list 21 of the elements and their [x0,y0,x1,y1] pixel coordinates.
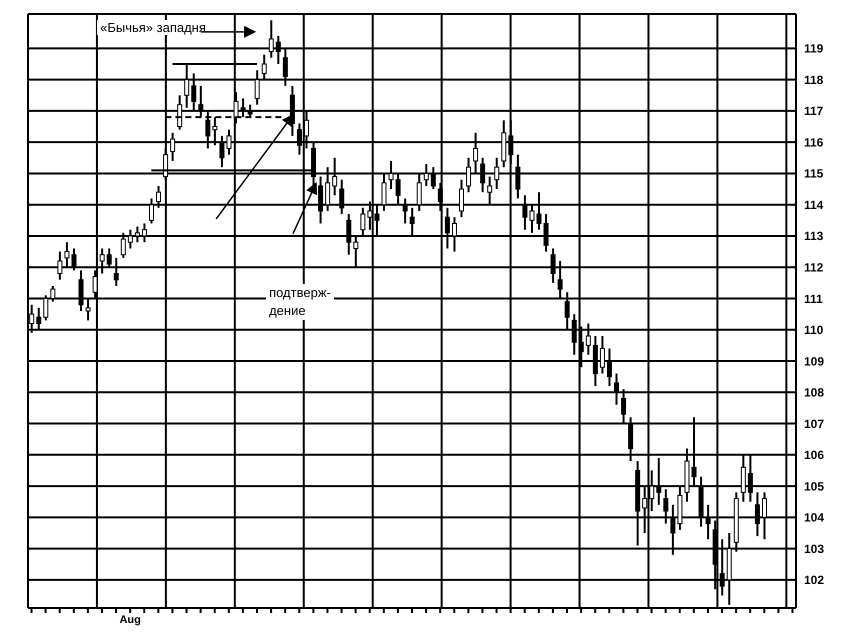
y-tick-label: 102 [804,573,824,588]
y-tick-label: 103 [804,542,824,556]
y-tick-label: 104 [804,510,824,525]
y-tick-label: 110 [804,323,824,338]
y-tick-label: 112 [804,260,824,274]
y-tick-label: 107 [804,416,824,431]
annotation: «Бычья» западня [97,20,209,35]
y-tick-label: 113 [804,229,824,244]
y-tick-label: 116 [804,135,824,150]
y-tick-label: 106 [804,448,824,462]
y-tick-label: 109 [804,354,824,368]
annotation: подтверж- дение [269,284,331,320]
x-tick-label: Aug [119,614,141,626]
y-tick-label: 108 [804,386,824,400]
y-tick-label: 119 [804,42,824,56]
y-tick-label: 118 [804,72,824,87]
y-tick-label: 117 [804,104,824,118]
y-tick-label: 105 [804,479,824,494]
y-tick-label: 115 [804,166,824,181]
y-tick-label: 114 [804,198,824,212]
y-tick-label: 111 [804,292,824,306]
